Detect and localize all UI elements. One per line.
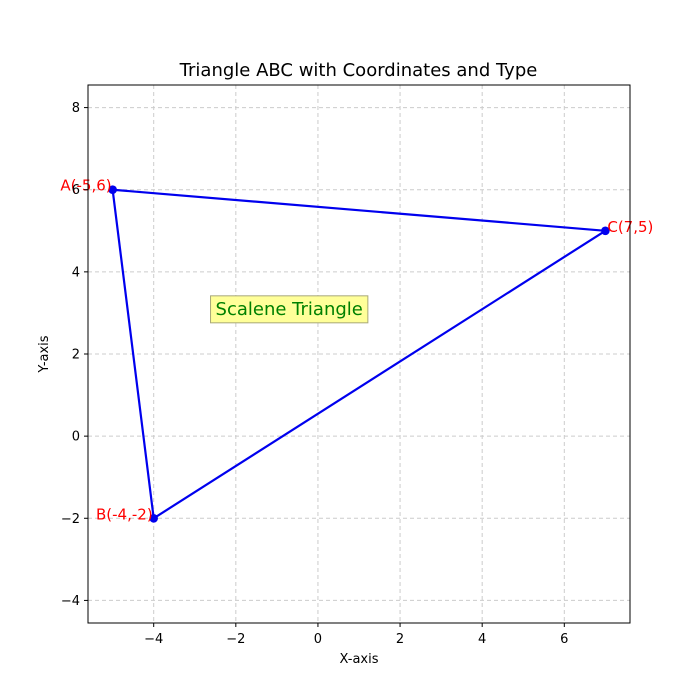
vertex-labels-layer: A(-5,6)B(-4,-2)C(7,5) — [60, 177, 653, 524]
y-tick-label: −2 — [61, 512, 80, 527]
vertex-label: B(-4,-2) — [96, 505, 153, 523]
y-tick-label: 8 — [72, 101, 80, 116]
chart-title: Triangle ABC with Coordinates and Type — [179, 60, 538, 81]
y-axis-label: Y-axis — [37, 335, 52, 373]
vertex-point — [149, 513, 158, 523]
vertex-point — [108, 185, 117, 195]
x-tick-label: 0 — [314, 632, 322, 647]
y-tick-label: −4 — [61, 594, 80, 609]
x-tick-label: −2 — [226, 632, 245, 647]
annotation-box — [210, 295, 369, 324]
x-axis-label: X-axis — [340, 652, 379, 667]
y-tick-label: 4 — [72, 265, 80, 280]
vertices-layer — [108, 185, 610, 523]
y-tick-label: 2 — [72, 348, 80, 363]
x-tick-label: 6 — [560, 632, 568, 647]
x-tick-label: 4 — [478, 632, 486, 647]
x-tick-label: 2 — [396, 632, 404, 647]
vertex-label: A(-5,6) — [60, 177, 111, 195]
annotation-text: Scalene Triangle — [216, 299, 363, 320]
x-tick-label: −4 — [144, 632, 163, 647]
ticks: −4 −2 0 2 4 6 −4 −2 0 2 4 6 8 — [61, 101, 569, 647]
triangle-outline — [111, 188, 607, 520]
y-tick-label: 6 — [72, 183, 80, 198]
triangle-layer — [111, 188, 607, 520]
vertex-point — [601, 226, 610, 236]
y-tick-label: 0 — [72, 430, 80, 445]
annotation-layer: Scalene Triangle — [210, 295, 369, 324]
